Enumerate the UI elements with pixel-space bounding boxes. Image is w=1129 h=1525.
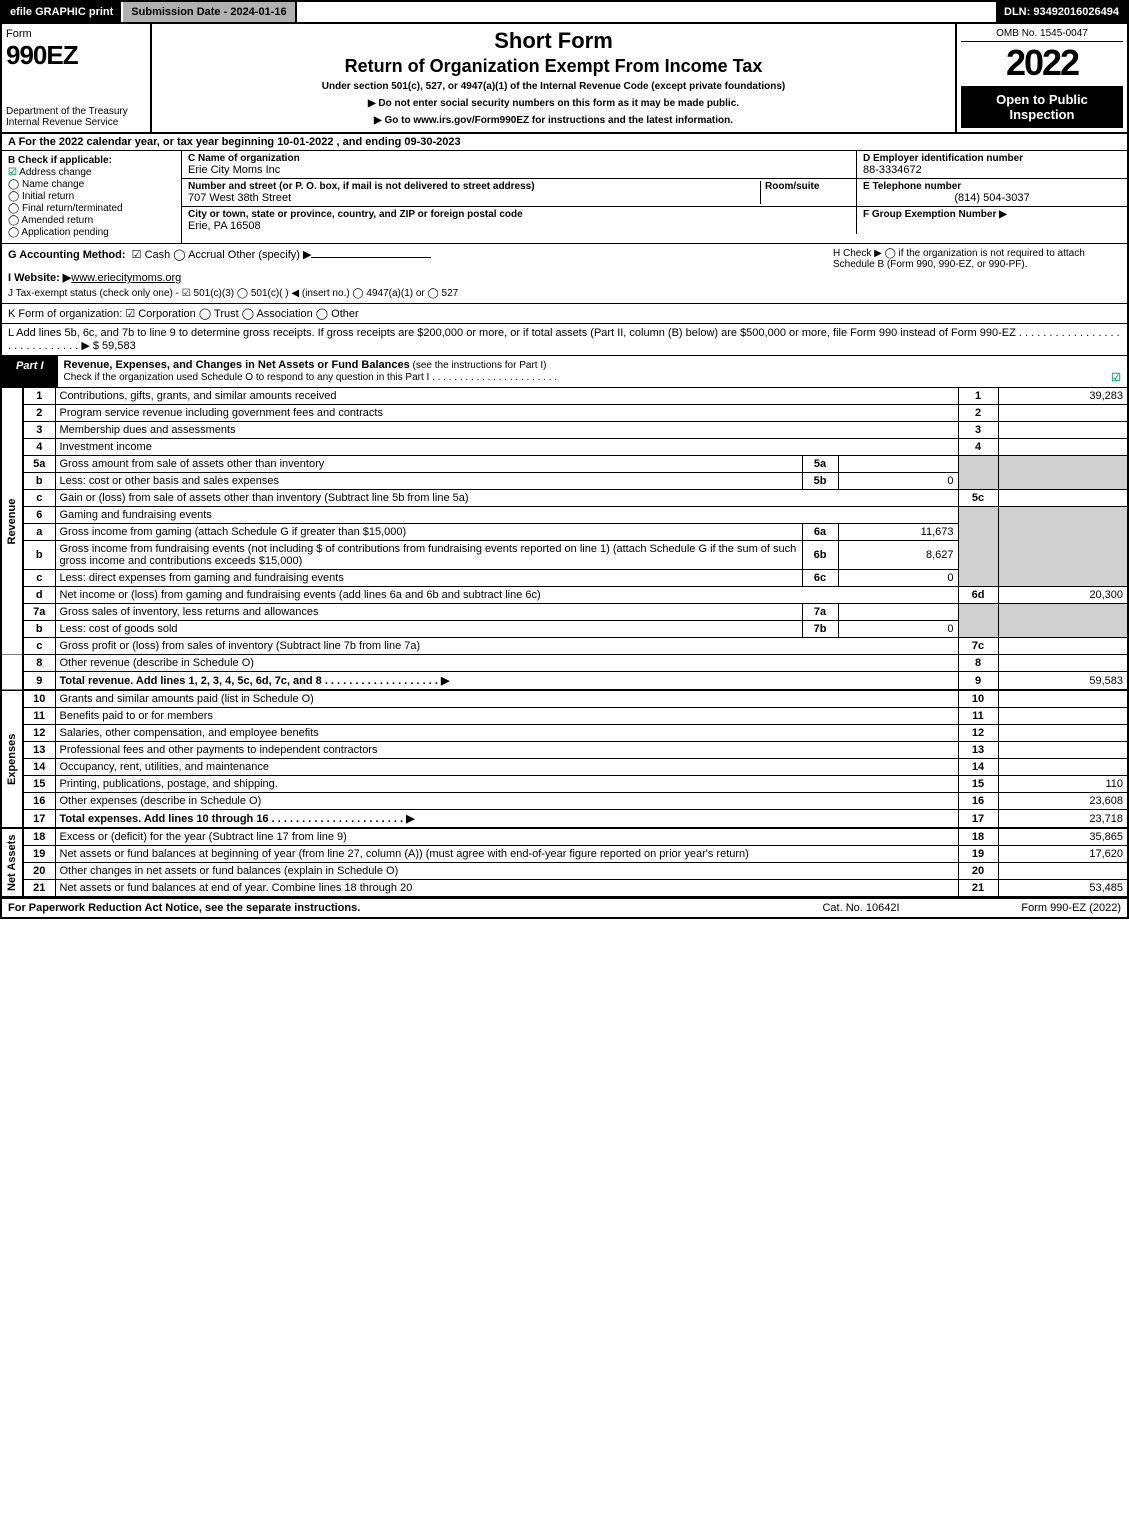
top-bar: efile GRAPHIC print Submission Date - 20…: [0, 0, 1129, 24]
title-2: Return of Organization Exempt From Incom…: [158, 56, 949, 77]
cell-d: D Employer identification number88-33346…: [857, 151, 1127, 178]
check-initial-return[interactable]: ◯ Initial return: [8, 191, 175, 202]
note-2: ▶ Go to www.irs.gov/Form990EZ for instru…: [158, 115, 949, 126]
department: Department of the Treasury Internal Reve…: [6, 106, 146, 128]
efile-print-button[interactable]: efile GRAPHIC print: [2, 2, 123, 22]
footer-center: Cat. No. 10642I: [781, 902, 941, 914]
line-desc: Contributions, gifts, grants, and simila…: [55, 388, 958, 405]
header-right: OMB No. 1545-0047 2022 Open to Public In…: [957, 24, 1127, 132]
b-label: B Check if applicable:: [8, 155, 112, 166]
row-i: I Website: ▶www.eriecitymoms.org: [8, 271, 821, 284]
row-a-text: A For the 2022 calendar year, or tax yea…: [8, 136, 461, 148]
inspection-badge: Open to Public Inspection: [961, 86, 1123, 128]
row-j: J Tax-exempt status (check only one) - ☑…: [8, 288, 821, 299]
submission-date: Submission Date - 2024-01-16: [123, 2, 296, 22]
part-1-tab: Part I: [2, 356, 58, 387]
side-netassets: Net Assets: [1, 828, 23, 897]
row-k: K Form of organization: ☑ Corporation ◯ …: [0, 304, 1129, 324]
form-header: Form 990EZ Department of the Treasury In…: [0, 24, 1129, 134]
header-left: Form 990EZ Department of the Treasury In…: [2, 24, 152, 132]
omb-number: OMB No. 1545-0047: [961, 28, 1123, 42]
cell-c-addr: Number and street (or P. O. box, if mail…: [182, 179, 857, 206]
line-num: 1: [23, 388, 55, 405]
cell-c-name: C Name of organizationErie City Moms Inc: [182, 151, 857, 178]
check-address-change[interactable]: ☑ Address change: [8, 167, 175, 178]
part1-check-icon: ☑: [1111, 371, 1121, 384]
tax-year: 2022: [961, 42, 1123, 84]
col-cdef: C Name of organizationErie City Moms Inc…: [182, 151, 1127, 243]
row-h: H Check ▶ ◯ if the organization is not r…: [827, 244, 1127, 303]
side-expenses: Expenses: [1, 690, 23, 828]
check-application-pending[interactable]: ◯ Application pending: [8, 227, 175, 238]
form-number: 990EZ: [6, 40, 146, 71]
row-g-h: G Accounting Method: ☑ Cash ◯ Accrual Ot…: [0, 244, 1129, 304]
title-1: Short Form: [158, 28, 949, 54]
subtitle: Under section 501(c), 527, or 4947(a)(1)…: [158, 81, 949, 92]
row-a: A For the 2022 calendar year, or tax yea…: [0, 134, 1129, 151]
check-name-change[interactable]: ◯ Name change: [8, 179, 175, 190]
header-center: Short Form Return of Organization Exempt…: [152, 24, 957, 132]
note-1: ▶ Do not enter social security numbers o…: [158, 98, 949, 109]
line-box: 1: [958, 388, 998, 405]
check-amended-return[interactable]: ◯ Amended return: [8, 215, 175, 226]
footer-right: Form 990-EZ (2022): [941, 902, 1121, 914]
col-b: B Check if applicable: ☑ Address change …: [2, 151, 182, 243]
row-g: G Accounting Method: ☑ Cash ◯ Accrual Ot…: [8, 248, 821, 261]
spacer: [297, 2, 996, 22]
form-label: Form: [6, 28, 146, 40]
cell-c-city: City or town, state or province, country…: [182, 207, 857, 234]
part-1-bar: Part I Revenue, Expenses, and Changes in…: [0, 356, 1129, 388]
part-1-title: Revenue, Expenses, and Changes in Net As…: [58, 356, 1127, 387]
footer-left: For Paperwork Reduction Act Notice, see …: [8, 902, 781, 914]
cell-f: F Group Exemption Number ▶: [857, 207, 1127, 234]
lines-table: Revenue 1Contributions, gifts, grants, a…: [0, 388, 1129, 898]
line-amt: 39,283: [998, 388, 1128, 405]
footer: For Paperwork Reduction Act Notice, see …: [0, 898, 1129, 919]
section-b-through-f: B Check if applicable: ☑ Address change …: [0, 151, 1129, 244]
side-revenue: Revenue: [1, 388, 23, 655]
dln: DLN: 93492016026494: [996, 2, 1127, 22]
check-final-return[interactable]: ◯ Final return/terminated: [8, 203, 175, 214]
cell-e: E Telephone number(814) 504-3037: [857, 179, 1127, 206]
row-l: L Add lines 5b, 6c, and 7b to line 9 to …: [0, 324, 1129, 356]
